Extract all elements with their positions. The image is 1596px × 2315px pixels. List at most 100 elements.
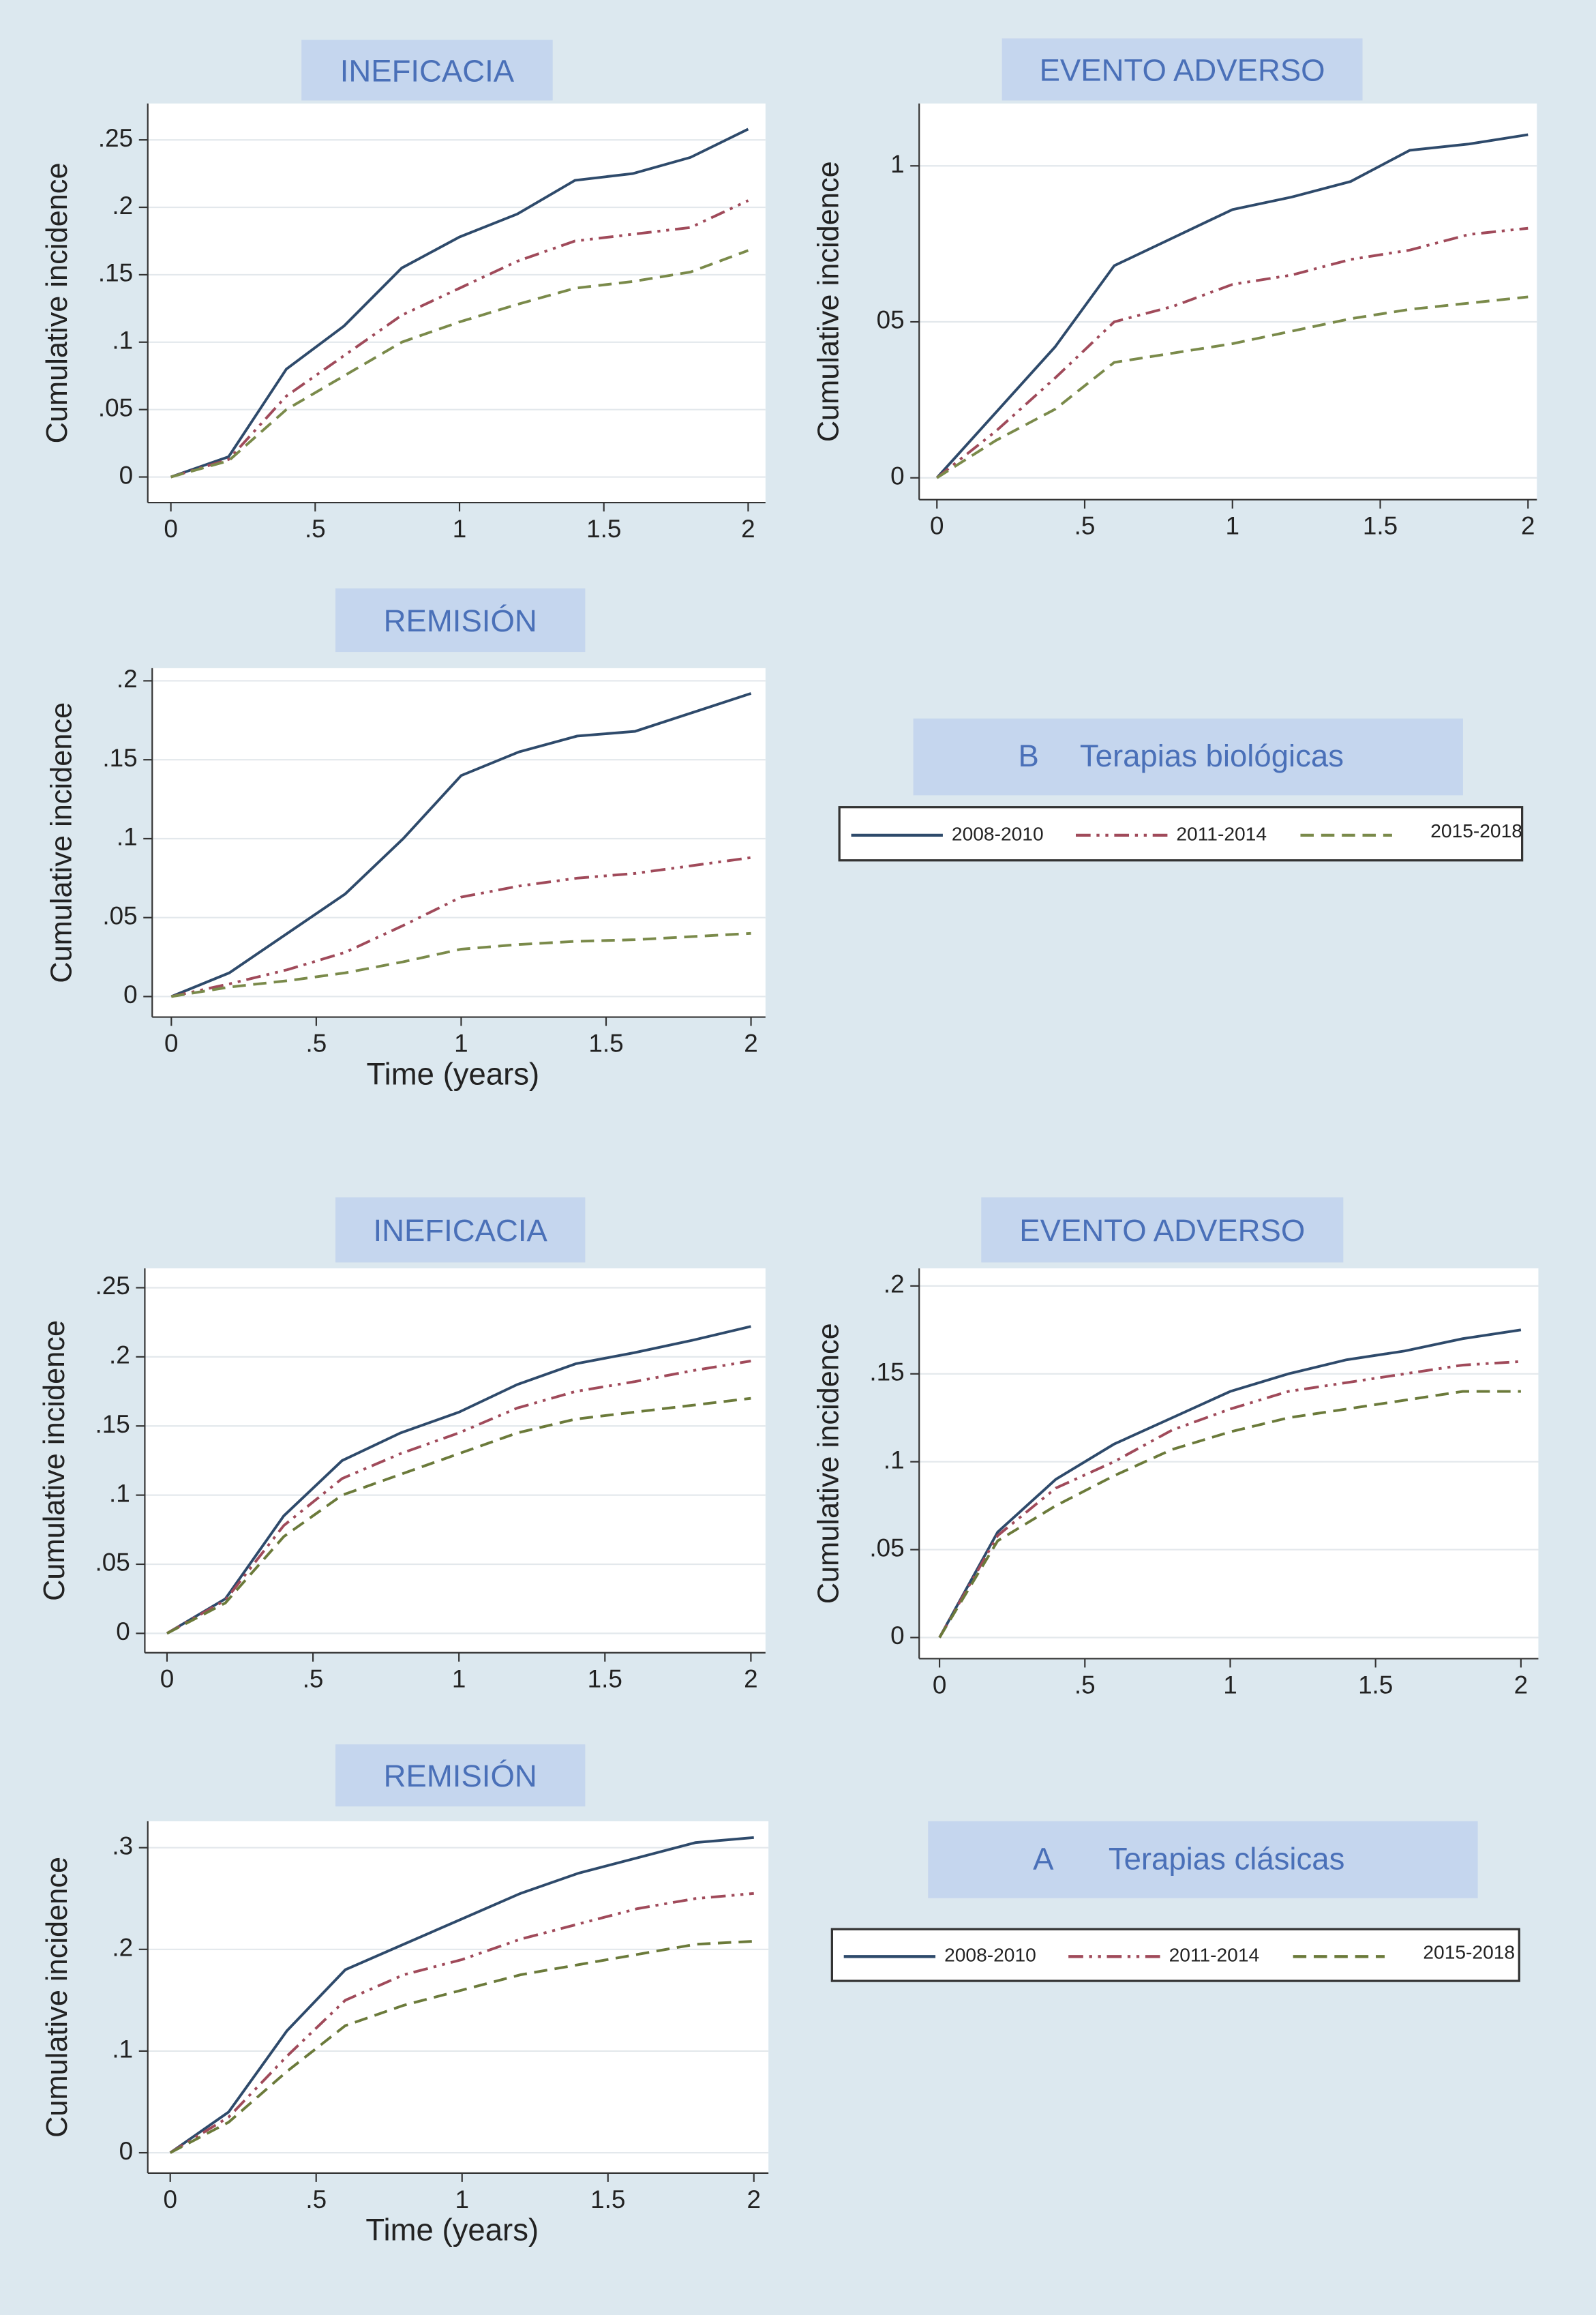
legend-label: 2011-2014 [1169,1944,1260,1966]
series-line [171,931,751,998]
title-box [981,1197,1344,1263]
y-axis-title: Cumulative incidence [41,1857,74,2138]
legend-label: 2015-2018 [1423,1941,1515,1962]
x-tick-label: 1.5 [590,2185,625,2213]
panel-box [913,718,1463,796]
x-tick-label: 1 [1226,512,1239,540]
y-tick-label: .15 [869,1358,904,1386]
x-tick-label: .5 [1074,1671,1096,1699]
title-box [1002,38,1363,101]
y-tick-label: 0 [890,1622,904,1649]
y-tick-label: 0 [119,461,133,489]
plot-area [919,103,1537,500]
title-box [335,1744,586,1807]
series-line [170,692,752,998]
x-tick-label: 0 [164,515,177,543]
title-box [335,1197,586,1263]
y-tick-label: .1 [109,1479,130,1507]
y-tick-label: .2 [112,1934,133,1962]
plot-area [147,1821,769,2173]
panel-title: Terapias clásicas [1109,1841,1345,1876]
y-axis-title: Cumulative incidence [813,1323,845,1604]
series-line [938,1328,1522,1639]
legend-box [838,806,1524,862]
panel-letter: A [1033,1841,1054,1876]
legend-label: 2008-2010 [952,822,1044,844]
x-tick-label: 2 [747,2185,760,2213]
y-tick-label: 0 [890,462,904,490]
series-line [170,199,749,479]
x-tick-label: 2 [744,1029,757,1057]
x-tick-label: 0 [930,512,944,540]
panel-letter: B [1018,738,1038,773]
y-tick-label: .05 [869,1534,904,1562]
y-tick-label: .2 [109,1341,130,1369]
series-line [938,1360,1522,1639]
series-line [166,1325,751,1635]
series-line [169,1892,754,2154]
x-tick-label: 1 [455,2185,468,2213]
x-tick-label: 0 [933,1671,946,1699]
y-axis-title: Cumulative incidence [38,1320,71,1601]
y-tick-label: .25 [95,1272,130,1300]
series-line [170,856,751,998]
x-tick-label: .5 [1074,512,1096,540]
y-tick-label: .1 [112,327,133,355]
chart-title: EVENTO ADVERSO [1019,1213,1305,1248]
y-tick-label: .3 [112,1832,133,1860]
x-tick-label: 1.5 [588,1029,623,1057]
x-tick-label: 2 [741,515,755,543]
x-tick-label: 2 [744,1665,757,1693]
x-tick-label: 0 [163,2185,177,2213]
plot-area [919,1268,1539,1659]
x-tick-label: .5 [305,515,326,543]
y-tick-label: .15 [102,744,137,772]
y-tick-label: .05 [102,901,137,929]
y-tick-label: .2 [884,1270,905,1298]
y-tick-label: .2 [112,192,133,220]
plot-area [147,103,766,503]
series-line [170,249,749,479]
y-axis-title: Cumulative incidence [813,161,845,442]
x-tick-label: 1 [453,515,466,543]
x-tick-label: .5 [306,1029,327,1057]
chart-title: INEFICACIA [373,1213,547,1248]
legend-label: 2015-2018 [1430,820,1522,841]
series-line [170,128,749,479]
chart-title: REMISIÓN [384,603,537,638]
y-tick-label: .1 [112,2035,133,2063]
x-tick-label: .5 [303,1665,324,1693]
series-line [936,295,1529,479]
y-axis-title: Cumulative incidence [41,162,74,443]
x-tick-label: 2 [1521,512,1535,540]
series-line [169,1836,754,2154]
title-box [301,40,553,101]
series-line [935,133,1529,479]
legend-label: 2011-2014 [1176,822,1267,844]
panel-title: Terapias biológicas [1080,738,1344,773]
y-tick-label: .25 [98,124,133,152]
x-tick-label: 0 [160,1665,174,1693]
panel-box [928,1821,1478,1898]
plot-area [152,668,766,1017]
y-tick-label: .1 [884,1446,905,1474]
y-tick-label: .15 [98,259,133,287]
y-tick-label: 0 [119,2137,133,2165]
title-box [335,588,586,653]
x-tick-label: 1.5 [588,1665,622,1693]
legend-box [830,1928,1520,1982]
chart-title: REMISIÓN [384,1759,537,1793]
x-tick-label: 1.5 [1358,1671,1393,1699]
y-tick-label: .2 [117,665,138,693]
series-line [166,1397,751,1635]
x-tick-label: 1 [454,1029,468,1057]
x-tick-label: 1 [1223,1671,1237,1699]
chart-title: EVENTO ADVERSO [1040,53,1325,87]
x-tick-label: 2 [1514,1671,1528,1699]
series-line [936,226,1529,479]
y-axis-title: Cumulative incidence [46,702,78,983]
chart-title: INEFICACIA [340,53,515,88]
x-tick-label: 0 [164,1029,178,1057]
